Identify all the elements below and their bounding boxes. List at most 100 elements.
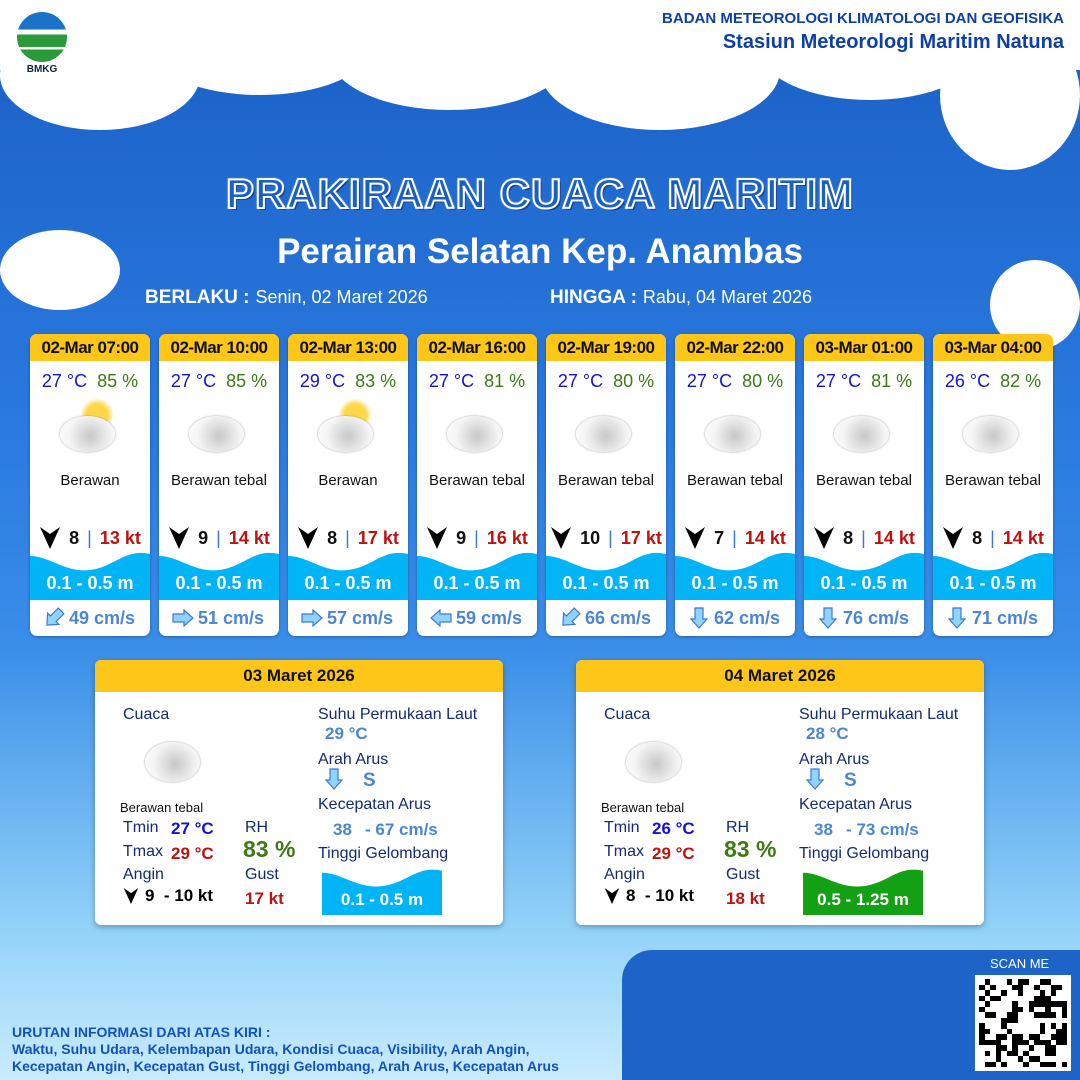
bmkg-logo: BMKG [14,12,70,75]
label-kecepatan-arus: Kecepatan Arus [318,796,431,813]
wind-speed: 8 [69,527,80,548]
air-temp: 27 °C [815,371,862,391]
forecast-time: 02-Mar 19:00 [546,334,666,361]
wind-speed: 8 [843,527,854,548]
wind-direction-icon [40,527,61,549]
tmin-value: 27 °C [171,819,214,838]
wind-direction-icon [943,527,964,549]
forecast-time: 03-Mar 01:00 [804,334,924,361]
valid-from-label: BERLAKU : [145,287,250,308]
current-speed: 57 cm/s [326,607,394,628]
gust-speed: 16 kt [486,527,528,548]
wave-height: 0.1 - 0.5 m [340,890,424,909]
current-max: - 67 cm/s [365,820,438,839]
wave-height: 0.1 - 0.5 m [949,573,1037,593]
humidity: 82 % [1000,371,1042,391]
wind-direction-icon [427,527,448,549]
qr-code[interactable] [975,975,1071,1071]
current-speed: 49 cm/s [68,607,136,628]
humidity: 81 % [871,371,913,391]
wave-height-band: 0.1 - 0.5 m [933,548,1053,600]
summary-condition: Berawan tebal [601,800,685,815]
wave-height-band: 0.1 - 0.5 m [675,548,795,600]
current-max: - 73 cm/s [846,820,919,839]
gust-speed: 14 kt [228,527,270,548]
gust-value: 17 kt [245,889,284,908]
current-arrow-icon [46,607,65,626]
label-rh: RH [245,819,269,836]
humidity: 80 % [742,371,784,391]
label-tmax: Tmax [123,843,163,860]
cloudy-icon [675,396,795,466]
wave-height-band: 0.1 - 0.5 m [417,548,537,600]
current-direction: S [844,770,857,791]
footer-heading: URUTAN INFORMASI DARI ATAS KIRI : [12,1024,271,1040]
station-name: Stasiun Meteorologi Maritim Natuna [722,31,1064,53]
label-sst: Suhu Permukaan Laut [318,706,478,723]
wave-height: 0.1 - 0.5 m [433,573,521,593]
forecast-card: 02-Mar 10:00 27 °C 85 % Berawan tebal 9 |… [159,334,279,636]
label-angin: Angin [604,866,645,883]
area-title: Perairan Selatan Kep. Anambas [277,232,803,271]
label-cuaca: Cuaca [123,706,170,723]
label-arah-arus: Arah Arus [799,751,870,768]
humidity: 83 % [355,371,397,391]
current-arrow-icon [301,609,323,627]
air-temp: 27 °C [170,371,217,391]
forecast-card: 02-Mar 13:00 29 °C 83 % Berawan 8 | 17 kt … [288,334,408,636]
logo-text: BMKG [26,64,58,75]
summary-date: 03 Maret 2026 [95,660,503,692]
current-arrow-icon [818,607,837,629]
forecast-time: 02-Mar 22:00 [675,334,795,361]
footer-line: Kecepatan Angin, Kecepatan Gust, Tinggi … [12,1058,559,1074]
wind-direction-icon [123,888,139,904]
weather-condition: Berawan [318,472,378,489]
wind-speed: 9 [456,527,467,548]
weather-condition: Berawan tebal [816,472,912,489]
wave-height: 0.1 - 0.5 m [46,573,134,593]
forecast-time: 02-Mar 13:00 [288,334,408,361]
weather-condition: Berawan tebal [429,472,525,489]
wind-speed: 10 [580,527,601,548]
weather-condition: Berawan [60,472,120,489]
cloudy-icon [417,396,537,466]
daily-summary-card: 03 Maret 2026 Cuaca Berawan tebal Tmin 2… [95,660,503,925]
forecast-card: 03-Mar 01:00 27 °C 81 % Berawan tebal 8 |… [804,334,924,636]
valid-to-label: HINGGA : [550,287,637,308]
wind-direction-icon [298,527,319,549]
wave-height: 0.1 - 0.5 m [562,573,650,593]
wave-height-band: 0.1 - 0.5 m [159,548,279,600]
current-direction: S [363,770,376,791]
current-speed: 51 cm/s [197,607,265,628]
forecast-time: 02-Mar 07:00 [30,334,150,361]
footer-line: Waktu, Suhu Udara, Kelembapan Udara, Kon… [12,1041,530,1057]
wave-height-band: 0.1 - 0.5 m [546,548,666,600]
gust-speed: 14 kt [744,527,786,548]
wind-speed: 9 [198,527,209,548]
tmin-value: 26 °C [652,819,695,838]
wave-height-band: 0.1 - 0.5 m [804,548,924,600]
wave-height: 0.1 - 0.5 m [820,573,908,593]
label-rh: RH [726,819,750,836]
summary-date: 04 Maret 2026 [576,660,984,692]
label-tmax: Tmax [604,843,644,860]
daily-summary-card: 04 Maret 2026 Cuaca Berawan tebal Tmin 2… [576,660,984,925]
org-name: BADAN METEOROLOGI KLIMATOLOGI DAN GEOFIS… [662,10,1064,27]
air-temp: 27 °C [557,371,604,391]
current-arrow-icon [172,609,194,627]
weather-condition: Berawan tebal [687,472,783,489]
rh-value: 83 % [243,836,296,862]
humidity: 81 % [484,371,526,391]
tmax-value: 29 °C [171,844,214,863]
cloud-decoration [330,0,570,110]
partly-cloudy-icon [30,396,150,466]
org-header: BADAN METEOROLOGI KLIMATOLOGI DAN GEOFIS… [662,10,1064,54]
label-gust: Gust [245,866,279,883]
wind-range: 8 - 10 kt [604,886,694,906]
current-arrow-icon [430,609,452,627]
air-temp: 27 °C [41,371,88,391]
current-min: 38 [333,820,352,839]
current-arrow-icon [947,607,966,629]
wind-direction-icon [685,527,706,549]
current-arrow-icon [325,768,343,790]
